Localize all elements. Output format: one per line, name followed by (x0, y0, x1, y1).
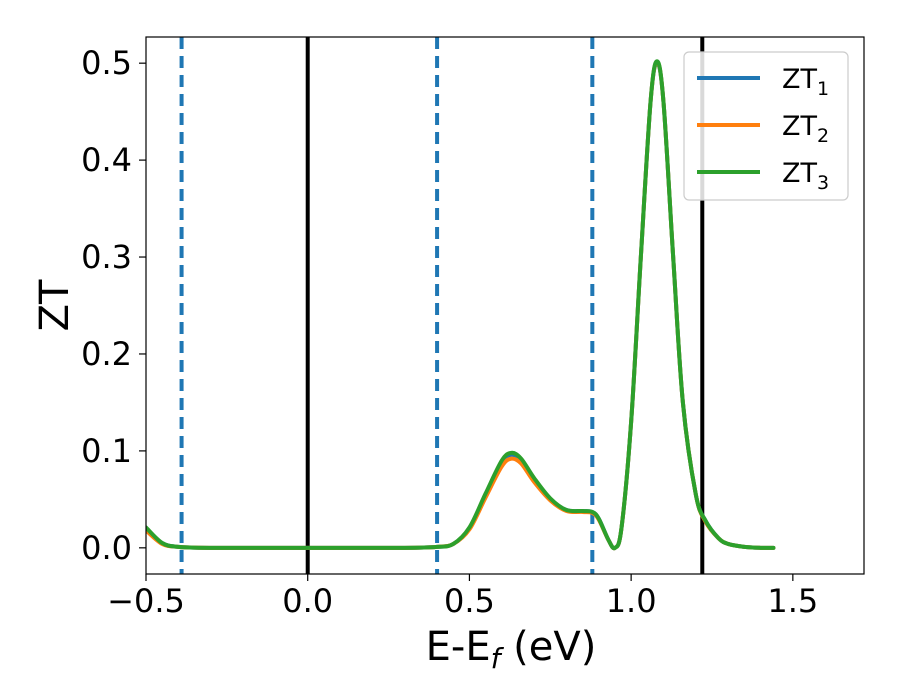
y-axis-title: ZT (32, 279, 78, 331)
x-axis-title: E-Ef (eV) (426, 624, 597, 675)
axes-frame (145, 36, 865, 575)
series-line-ZT3 (146, 59, 776, 551)
y-tick-label: 0.1 (81, 432, 132, 470)
series-line-ZT1 (146, 61, 776, 551)
legend-label-ZT2: ZT2 (782, 111, 829, 147)
y-tick-label: 0.5 (81, 44, 132, 82)
legend-box (683, 51, 849, 201)
legend-label-ZT3: ZT3 (782, 158, 829, 194)
legend-label-ZT1: ZT1 (782, 64, 829, 100)
y-tick-label: 0.2 (81, 335, 132, 373)
series-line-ZT2 (146, 60, 776, 551)
y-tick-label: 0.0 (81, 529, 132, 567)
legend: ZT1 ZT2 ZT3 (683, 51, 849, 201)
plot-area (146, 37, 776, 574)
x-tick-label: 0.0 (282, 582, 333, 620)
x-tick-label: −0.5 (107, 582, 185, 620)
x-tick-label: 0.5 (444, 582, 495, 620)
y-tick-label: 0.3 (81, 238, 132, 276)
y-tick-label: 0.4 (81, 141, 132, 179)
x-tick-label: 1.5 (767, 582, 818, 620)
x-tick-label: 1.0 (606, 582, 657, 620)
